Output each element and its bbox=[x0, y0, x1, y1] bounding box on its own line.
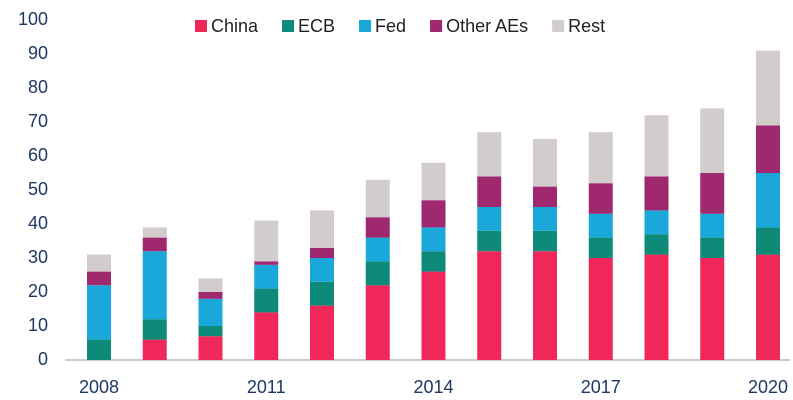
bar-segment bbox=[477, 132, 502, 177]
bar-segment bbox=[142, 319, 167, 340]
y-tick-label: 40 bbox=[28, 213, 48, 233]
bar-segment bbox=[756, 254, 780, 360]
bar-segment bbox=[756, 227, 780, 255]
legend-swatch bbox=[282, 20, 295, 32]
bar-segment bbox=[588, 132, 613, 184]
bar-segment bbox=[700, 213, 725, 238]
bar-segment bbox=[588, 183, 613, 214]
bar-segment bbox=[644, 234, 669, 255]
bar-segment bbox=[198, 326, 223, 337]
bar-segment bbox=[421, 227, 446, 252]
bar-segment bbox=[254, 312, 279, 360]
bar-segment bbox=[421, 271, 446, 360]
bar-segment bbox=[700, 258, 725, 360]
bar-segment bbox=[533, 207, 557, 231]
bar-segment bbox=[142, 339, 167, 360]
bar-segment bbox=[254, 264, 279, 289]
legend-swatch bbox=[195, 20, 207, 32]
bar-segment bbox=[254, 220, 279, 262]
bar-segment bbox=[477, 251, 502, 360]
bar-segment bbox=[756, 50, 780, 126]
bar-segment bbox=[756, 125, 780, 173]
bar-segment bbox=[198, 278, 223, 292]
y-tick-label: 10 bbox=[28, 315, 48, 335]
bar-segment bbox=[588, 258, 613, 360]
bar-segment bbox=[756, 173, 780, 228]
y-tick-label: 20 bbox=[28, 281, 48, 301]
bar-segment bbox=[644, 115, 669, 177]
bar-segment bbox=[533, 251, 557, 360]
legend-swatch bbox=[552, 20, 565, 32]
x-tick-label: 2008 bbox=[79, 377, 119, 397]
bar-segment bbox=[87, 285, 111, 340]
bar-segment bbox=[533, 139, 557, 187]
bar-segment bbox=[310, 281, 334, 306]
bar-segment bbox=[365, 217, 390, 238]
bar-segment bbox=[644, 176, 669, 211]
bar-segment bbox=[87, 339, 111, 360]
bar-segment bbox=[644, 254, 669, 360]
x-tick-label: 2011 bbox=[247, 377, 286, 397]
bar-segment bbox=[87, 271, 111, 286]
bar-segment bbox=[533, 230, 557, 252]
legend-text: Other AEs bbox=[446, 16, 528, 36]
legend-text: China bbox=[211, 16, 259, 36]
y-tick-label: 0 bbox=[38, 349, 48, 369]
bar-segment bbox=[142, 237, 167, 252]
x-tick-label: 2020 bbox=[748, 377, 788, 397]
y-tick-label: 50 bbox=[28, 179, 48, 199]
bar-segment bbox=[477, 207, 502, 231]
bar-segment bbox=[365, 237, 390, 262]
x-tick-label: 2017 bbox=[581, 377, 621, 397]
bar-segment bbox=[700, 108, 725, 173]
bar-segment bbox=[588, 237, 613, 258]
legend-swatch bbox=[359, 20, 372, 32]
y-tick-label: 90 bbox=[28, 43, 48, 63]
y-tick-label: 30 bbox=[28, 247, 48, 267]
bar-segment bbox=[533, 186, 557, 207]
y-tick-label: 80 bbox=[28, 77, 48, 97]
bar-segment bbox=[142, 251, 167, 320]
bar-segment bbox=[310, 210, 334, 248]
bar-segment bbox=[310, 305, 334, 360]
bar-segment bbox=[310, 258, 334, 282]
y-tick-label: 100 bbox=[18, 9, 48, 29]
y-tick-label: 60 bbox=[28, 145, 48, 165]
bar-segment bbox=[421, 162, 446, 201]
bar-segment bbox=[365, 179, 390, 218]
bar-segment bbox=[365, 261, 390, 286]
bar-segment bbox=[198, 336, 223, 360]
bar-segment bbox=[588, 213, 613, 238]
bar-segment bbox=[142, 227, 167, 238]
bar-segment bbox=[365, 285, 390, 360]
legend-swatch bbox=[430, 20, 443, 32]
bar-segment bbox=[198, 292, 223, 299]
bar-segment bbox=[700, 237, 725, 258]
legend-text: Fed bbox=[375, 16, 406, 36]
bar-segment bbox=[254, 288, 279, 313]
legend-text: Rest bbox=[568, 16, 605, 36]
x-tick-label: 2014 bbox=[413, 377, 453, 397]
bar-segment bbox=[310, 247, 334, 258]
bar-segment bbox=[644, 210, 669, 235]
bar-segment bbox=[477, 230, 502, 252]
legend-text: ECB bbox=[298, 16, 335, 36]
bar-segment bbox=[87, 254, 111, 272]
bar-segment bbox=[700, 173, 725, 214]
bar-segment bbox=[477, 176, 502, 207]
bar-segment bbox=[198, 298, 223, 326]
bar-segment bbox=[254, 261, 279, 265]
bar-segment bbox=[421, 251, 446, 272]
bar-segment bbox=[421, 200, 446, 228]
y-tick-label: 70 bbox=[28, 111, 48, 131]
